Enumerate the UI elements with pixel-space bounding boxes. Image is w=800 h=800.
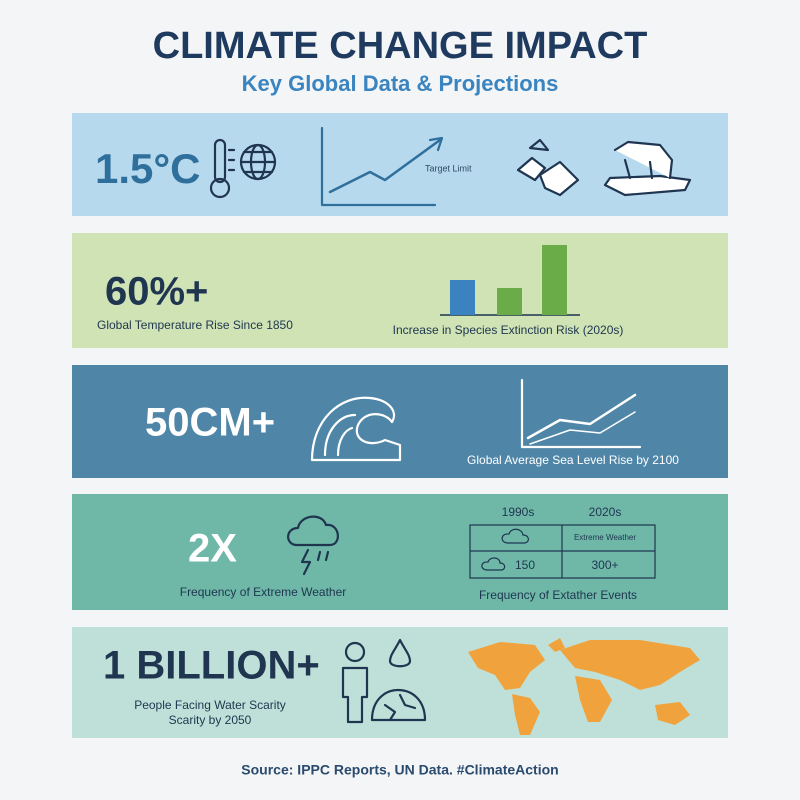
table-caption: Frequency of Extather Events [479, 588, 637, 602]
table-note: Extreme Weather [574, 533, 636, 542]
trend-chart-icon [320, 126, 444, 207]
drop-icon [388, 638, 412, 668]
ice-icon [516, 138, 580, 197]
subtitle: Key Global Data & Projections [242, 71, 559, 96]
world-map [468, 638, 700, 735]
chart-annotation: Target Limit [425, 163, 472, 173]
panel-figure: 50CM+ [145, 401, 275, 445]
table-cell: 300+ [591, 558, 618, 572]
panel [72, 113, 728, 216]
panel-figure: 2X [188, 527, 237, 571]
panel-figure: 1.5°C [95, 145, 201, 192]
table-grid [469, 524, 656, 579]
chart-caption: Increase in Species Extinction Risk (202… [393, 323, 624, 337]
table-cell: 150 [515, 558, 535, 572]
thermometer-icon [209, 138, 236, 199]
storm-icon [287, 515, 339, 576]
title: CLIMATE CHANGE IMPACT [153, 25, 648, 67]
panel [72, 233, 728, 348]
bar-icon [440, 245, 580, 316]
trend-chart-icon [520, 378, 642, 449]
panel-caption: Global Temperature Rise Since 1850 [97, 318, 293, 332]
footer: Source: IPPC Reports, UN Data. #ClimateA… [241, 762, 558, 778]
panel-figure: 1 BILLION+ [103, 644, 320, 688]
panel-caption: Scarity by 2050 [169, 713, 252, 727]
panel-caption: Frequency of Extreme Weather [180, 585, 347, 599]
panel-caption: Global Average Sea Level Rise by 2100 [467, 453, 679, 467]
globe-icon [239, 143, 277, 181]
panel-figure: 60%+ [105, 270, 208, 314]
wave-icon [310, 396, 402, 462]
person-icon [341, 641, 369, 724]
polar-bear-icon [603, 140, 692, 197]
panel [72, 494, 728, 610]
panel-caption: People Facing Water Scarity [134, 698, 286, 712]
table-header: 1990s [502, 505, 535, 519]
dry-earth-icon [370, 688, 427, 722]
table-header: 2020s [589, 505, 622, 519]
